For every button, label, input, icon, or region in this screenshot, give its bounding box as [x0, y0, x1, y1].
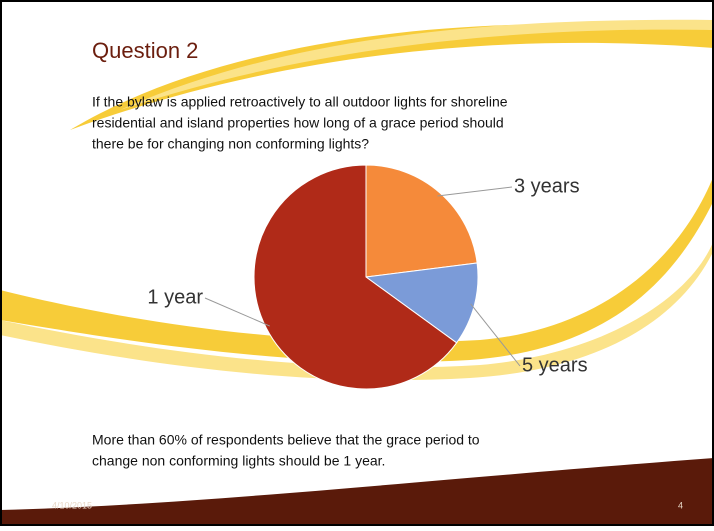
- page: Question 2 If the bylaw is applied retro…: [0, 0, 714, 531]
- question-line: there be for changing non conforming lig…: [92, 136, 369, 152]
- slice-label: 1 year: [147, 286, 203, 308]
- question-line: residential and island properties how lo…: [92, 115, 504, 131]
- question-line: If the bylaw is applied retroactively to…: [92, 94, 508, 110]
- slide-title: Question 2: [92, 38, 198, 63]
- slice-label: 5 years: [522, 354, 588, 376]
- note-line: More than 60% of respondents believe tha…: [92, 432, 480, 448]
- slice-label: 3 years: [514, 175, 580, 197]
- slide: Question 2 If the bylaw is applied retro…: [0, 0, 714, 526]
- page-number: 4: [678, 500, 683, 510]
- note-line: change non conforming lights should be 1…: [92, 453, 385, 469]
- slide-date: 4/10/2015: [52, 500, 92, 510]
